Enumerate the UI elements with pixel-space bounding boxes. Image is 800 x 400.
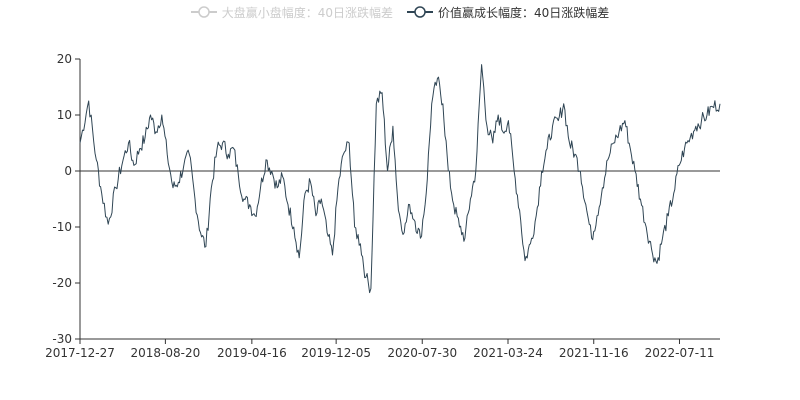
legend-label-size-spread: 大盘赢小盘幅度：40日涨跌幅差 — [221, 5, 393, 20]
legend-label-value-growth-spread: 价值赢成长幅度：40日涨跌幅差 — [438, 5, 610, 20]
y-tick-label: 20 — [57, 52, 72, 66]
legend-line-circle-icon — [407, 6, 433, 18]
legend-item-value-growth-spread[interactable]: 价值赢成长幅度：40日涨跌幅差 — [407, 4, 609, 21]
y-tick-label: -10 — [52, 220, 72, 234]
x-tick-label: 2021-11-16 — [559, 346, 629, 360]
series-line-value-growth[interactable] — [79, 64, 721, 294]
y-axis: 20 10 0 -10 -20 -30 — [52, 52, 81, 346]
x-tick-label: 2017-12-27 — [45, 346, 115, 360]
x-axis: 2017-12-27 2018-08-20 2019-04-16 2019-12-05… — [45, 338, 720, 360]
y-tick-label: 10 — [57, 108, 72, 122]
legend-item-size-spread[interactable]: 大盘赢小盘幅度：40日涨跌幅差 — [190, 4, 393, 21]
y-tick-label: 0 — [64, 164, 72, 178]
x-tick-label: 2018-08-20 — [131, 346, 201, 360]
x-tick-label: 2021-03-24 — [473, 346, 543, 360]
y-tick-label: -20 — [52, 276, 72, 290]
legend-line-circle-icon — [190, 6, 217, 18]
y-tick-label: -30 — [52, 332, 72, 346]
x-tick-label: 2019-12-05 — [301, 346, 371, 360]
x-tick-label: 2020-07-30 — [387, 346, 457, 360]
legend: 大盘赢小盘幅度：40日涨跌幅差 价值赢成长幅度：40日涨跌幅差 — [0, 2, 800, 22]
x-tick-label: 2022-07-11 — [645, 346, 715, 360]
x-tick-label: 2019-04-16 — [217, 346, 287, 360]
